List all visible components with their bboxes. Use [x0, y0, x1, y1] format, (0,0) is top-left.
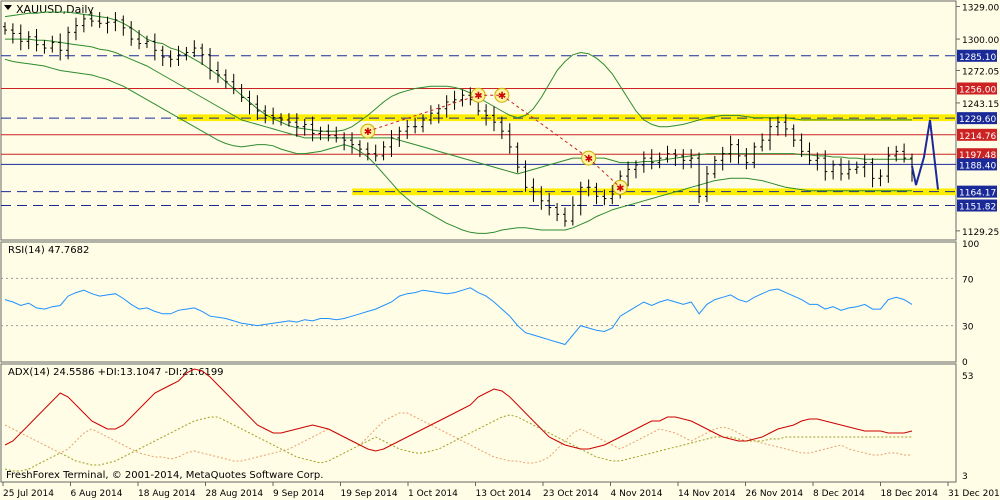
- marker-star: ✱: [585, 154, 593, 165]
- level-label-box: [957, 148, 997, 161]
- adx-tick-label: 53: [962, 372, 973, 382]
- level-label: 1285.10: [959, 53, 996, 63]
- price-tick-label: 1129.25: [962, 228, 999, 238]
- time-tick-label: 1 Oct 2014: [408, 489, 458, 499]
- time-tick-label: 18 Dec 2014: [881, 489, 939, 499]
- chevron-down-icon[interactable]: [4, 5, 12, 10]
- bollinger-upper: [4, 11, 912, 132]
- marker-star: ✱: [474, 91, 482, 102]
- level-label: 1214.76: [959, 132, 996, 142]
- level-label-box: [957, 128, 997, 141]
- marker-star: ✱: [498, 91, 506, 102]
- time-tick-label: 14 Nov 2014: [678, 489, 736, 499]
- level-label: 1188.40: [959, 161, 996, 171]
- forecast-path: [911, 119, 939, 190]
- rsi-tick-label: 70: [962, 275, 974, 285]
- rsi-title: RSI(14) 47.7682: [8, 245, 89, 256]
- level-label-box: [957, 158, 997, 171]
- copyright-text: FreshForex Terminal, © 2001-2014, MetaQu…: [6, 470, 323, 481]
- level-label: 1229.60: [959, 115, 996, 125]
- price-tick-label: 1243.15: [962, 100, 999, 110]
- highlight-zone: [352, 188, 956, 196]
- time-tick-label: 23 Oct 2014: [543, 489, 599, 499]
- time-tick-label: 19 Sep 2014: [341, 489, 398, 499]
- time-tick-label: 25 Jul 2014: [3, 489, 54, 499]
- adx-panel: [0, 363, 957, 483]
- rsi-tick-label: 30: [962, 323, 974, 333]
- price-tick-label: 1272.05: [962, 67, 999, 77]
- adx-title: ADX(14) 24.5586 +DI:13.1047 -DI:21.6199: [8, 367, 224, 378]
- level-label: 1151.82: [959, 203, 996, 213]
- time-tick-label: 28 Aug 2014: [206, 489, 264, 499]
- level-label-box: [957, 199, 997, 212]
- time-tick-label: 31 Dec 2014: [948, 489, 1000, 499]
- minus-di-line: [4, 414, 912, 472]
- level-label: 1197.48: [959, 151, 996, 161]
- rsi-tick-label: 0: [962, 358, 968, 368]
- level-label-box: [957, 82, 997, 95]
- level-label: 1164.17: [959, 189, 996, 199]
- marker-connector: [367, 94, 479, 132]
- time-tick-label: 4 Nov 2014: [611, 489, 663, 499]
- level-label: 1256.00: [959, 85, 996, 95]
- level-label-box: [957, 112, 997, 125]
- rsi-line: [4, 287, 913, 346]
- level-label-box: [957, 49, 997, 62]
- time-tick-label: 26 Nov 2014: [746, 489, 804, 499]
- marker-star: ✱: [364, 127, 372, 138]
- rsi-tick-label: 100: [962, 240, 979, 250]
- plus-di-line: [4, 412, 912, 464]
- time-tick-label: 8 Dec 2014: [813, 489, 865, 499]
- price-tick-label: 1300.00: [962, 36, 999, 46]
- adx-line: [4, 368, 913, 452]
- marker-star: ✱: [616, 183, 624, 194]
- time-tick-label: 6 Aug 2014: [71, 489, 123, 499]
- level-label-box: [957, 185, 997, 198]
- price-tick-label: 1329.00: [962, 3, 999, 13]
- bollinger-lower: [4, 58, 912, 234]
- bollinger-mid: [5, 38, 912, 175]
- adx-tick-label: 3: [962, 472, 968, 482]
- time-tick-label: 9 Sep 2014: [273, 489, 325, 499]
- time-tick-label: 18 Aug 2014: [138, 489, 196, 499]
- marker-connector: [588, 157, 621, 188]
- rsi-panel: [0, 241, 957, 363]
- time-tick-label: 13 Oct 2014: [476, 489, 532, 499]
